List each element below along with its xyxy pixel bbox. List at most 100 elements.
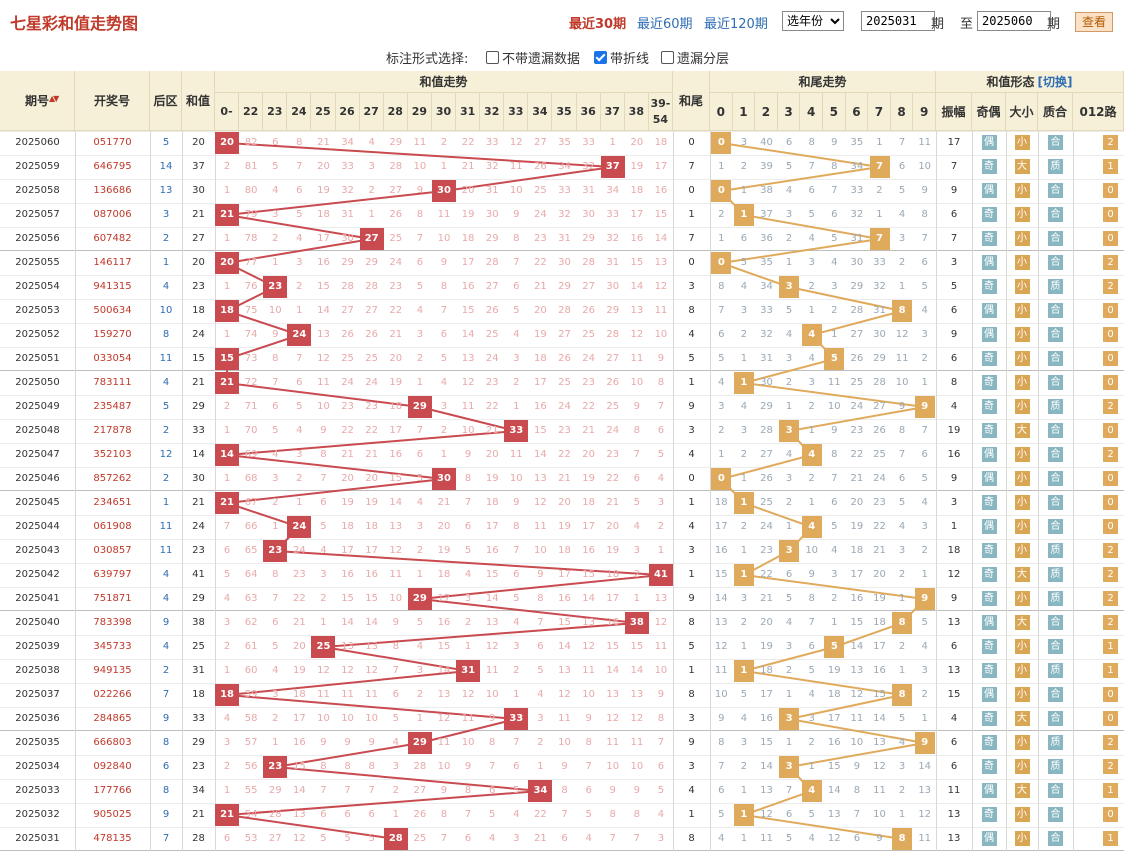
sum-missing-cell: 18 <box>654 137 668 148</box>
sum-missing-cell: 8 <box>633 425 641 436</box>
tail-missing-cell: 31 <box>873 305 886 316</box>
sum-missing-cell: 11 <box>437 209 451 220</box>
tail-missing-cell: 35 <box>760 257 773 268</box>
sum-missing-cell: 9 <box>368 737 375 748</box>
tail-missing-cell: 9 <box>718 713 725 724</box>
tail-missing-cell: 26 <box>760 473 773 484</box>
tail-missing-cell: 6 <box>718 329 725 340</box>
sum-missing-cell: 28 <box>341 281 354 292</box>
tail-missing-cell: 9 <box>831 137 838 148</box>
tail-missing-cell: 15 <box>760 737 773 748</box>
nav-recent-30[interactable]: 最近30期 <box>569 17 627 32</box>
tail-missing-cell: 4 <box>785 449 793 460</box>
option-with-line[interactable]: 带折线 <box>594 48 649 67</box>
back-area-cell: 4 <box>162 281 170 292</box>
nav-recent-60[interactable]: 最近60期 <box>637 17 693 32</box>
sum-missing-cell: 23 <box>485 377 499 388</box>
to-issue-input[interactable] <box>977 11 1051 31</box>
tail-hit-marker: 0 <box>711 468 732 490</box>
issue-cell: 2025054 <box>15 281 60 292</box>
sum-missing-cell: 32 <box>558 209 571 220</box>
tail-missing-cell: 1 <box>898 281 906 292</box>
sum-missing-cell: 2 <box>296 473 303 484</box>
prime-composite-tag: 合 <box>1048 711 1063 726</box>
tail-missing-cell: 25 <box>850 377 864 388</box>
sum-missing-cell: 1 <box>223 425 231 436</box>
sum-missing-cell: 6 <box>464 833 472 844</box>
sum-missing-cell: 7 <box>657 737 665 748</box>
prime-composite-tag: 合 <box>1048 471 1063 486</box>
tail-value-cell: 1 <box>688 569 695 580</box>
issue-cell: 2025037 <box>15 689 60 700</box>
query-button[interactable]: 查看 <box>1075 12 1113 32</box>
sum-missing-cell: 15 <box>630 257 644 268</box>
header-sum-col: 0-21 <box>215 93 240 156</box>
option-no-missing[interactable]: 不带遗漏数据 <box>486 48 580 67</box>
sum-missing-cell: 6 <box>464 521 472 532</box>
draw-number-cell: 783398 <box>93 617 132 628</box>
tail-missing-cell: 11 <box>895 353 909 364</box>
sum-missing-cell: 2 <box>537 737 544 748</box>
sum-missing-cell: 1 <box>513 689 520 700</box>
sum-missing-cell: 15 <box>485 569 499 580</box>
tail-missing-cell: 30 <box>850 257 864 268</box>
amplitude-cell: 7 <box>950 161 958 172</box>
sum-missing-cell: 82 <box>244 137 258 148</box>
sum-missing-cell: 16 <box>389 449 403 460</box>
nav-recent-120[interactable]: 最近120期 <box>704 17 768 32</box>
tail-missing-cell: 2 <box>785 233 793 244</box>
sum-missing-cell: 59 <box>244 689 258 700</box>
checkbox-checked-icon[interactable] <box>594 51 607 64</box>
form-switch-link[interactable]: [切换] <box>1037 75 1073 89</box>
sum-missing-cell: 78 <box>244 233 258 244</box>
tail-missing-cell: 1 <box>740 785 748 796</box>
tail-missing-cell: 10 <box>714 689 728 700</box>
big-small-tag: 小 <box>1014 279 1030 294</box>
tail-value-cell: 9 <box>688 401 695 412</box>
sum-value-cell: 20 <box>192 137 205 148</box>
sum-missing-cell: 17 <box>485 521 499 532</box>
tail-missing-cell: 1 <box>785 737 793 748</box>
prime-composite-tag: 合 <box>1048 135 1063 150</box>
tail-missing-cell: 16 <box>714 545 728 556</box>
tail-missing-cell: 5 <box>898 185 906 196</box>
prime-composite-tag: 质 <box>1048 567 1063 582</box>
amplitude-cell: 12 <box>947 569 961 580</box>
tail-missing-cell: 1 <box>785 401 793 412</box>
tail-missing-cell: 25 <box>760 497 773 508</box>
tail-missing-cell: 27 <box>850 329 864 340</box>
sum-missing-cell: 8 <box>657 713 665 724</box>
tail-hit-marker: 1 <box>733 372 754 394</box>
year-select[interactable]: 选年份 <box>782 11 844 31</box>
header-issue[interactable]: 期号 <box>0 71 75 131</box>
tail-missing-cell: 4 <box>785 185 793 196</box>
header-tail-col: 2 <box>755 93 778 131</box>
header-sum-col: 28 <box>383 93 408 131</box>
option-missing-layer[interactable]: 遗漏分层 <box>661 48 729 67</box>
amplitude-cell: 6 <box>950 737 958 748</box>
checkbox-icon[interactable] <box>661 51 674 64</box>
tail-value-cell: 9 <box>688 737 695 748</box>
tail-hit-marker: 8 <box>892 684 913 706</box>
tail-missing-cell: 1 <box>898 593 906 604</box>
sort-icon[interactable]: ▲▼ <box>49 94 59 103</box>
tail-missing-cell: 2 <box>808 737 815 748</box>
sum-missing-cell: 23 <box>534 233 547 244</box>
big-small-tag: 小 <box>1014 183 1030 198</box>
sum-missing-cell: 7 <box>223 521 231 532</box>
route-012-tag: 0 <box>1103 351 1118 366</box>
tail-missing-cell: 26 <box>873 425 886 436</box>
sum-missing-cell: 6 <box>537 641 544 652</box>
checkbox-icon[interactable] <box>486 51 499 64</box>
amplitude-cell: 9 <box>950 329 958 340</box>
issue-cell: 2025059 <box>15 161 60 172</box>
sum-value-cell: 24 <box>192 329 205 340</box>
sum-missing-cell: 4 <box>223 593 231 604</box>
sum-missing-cell: 3 <box>368 161 375 172</box>
prime-composite-tag: 合 <box>1048 231 1063 246</box>
odd-even-tag: 奇 <box>981 639 997 654</box>
sum-missing-cell: 4 <box>440 377 448 388</box>
sum-hit-marker: 29 <box>407 396 432 418</box>
sum-missing-cell: 3 <box>416 665 424 676</box>
from-issue-input[interactable] <box>861 11 935 31</box>
